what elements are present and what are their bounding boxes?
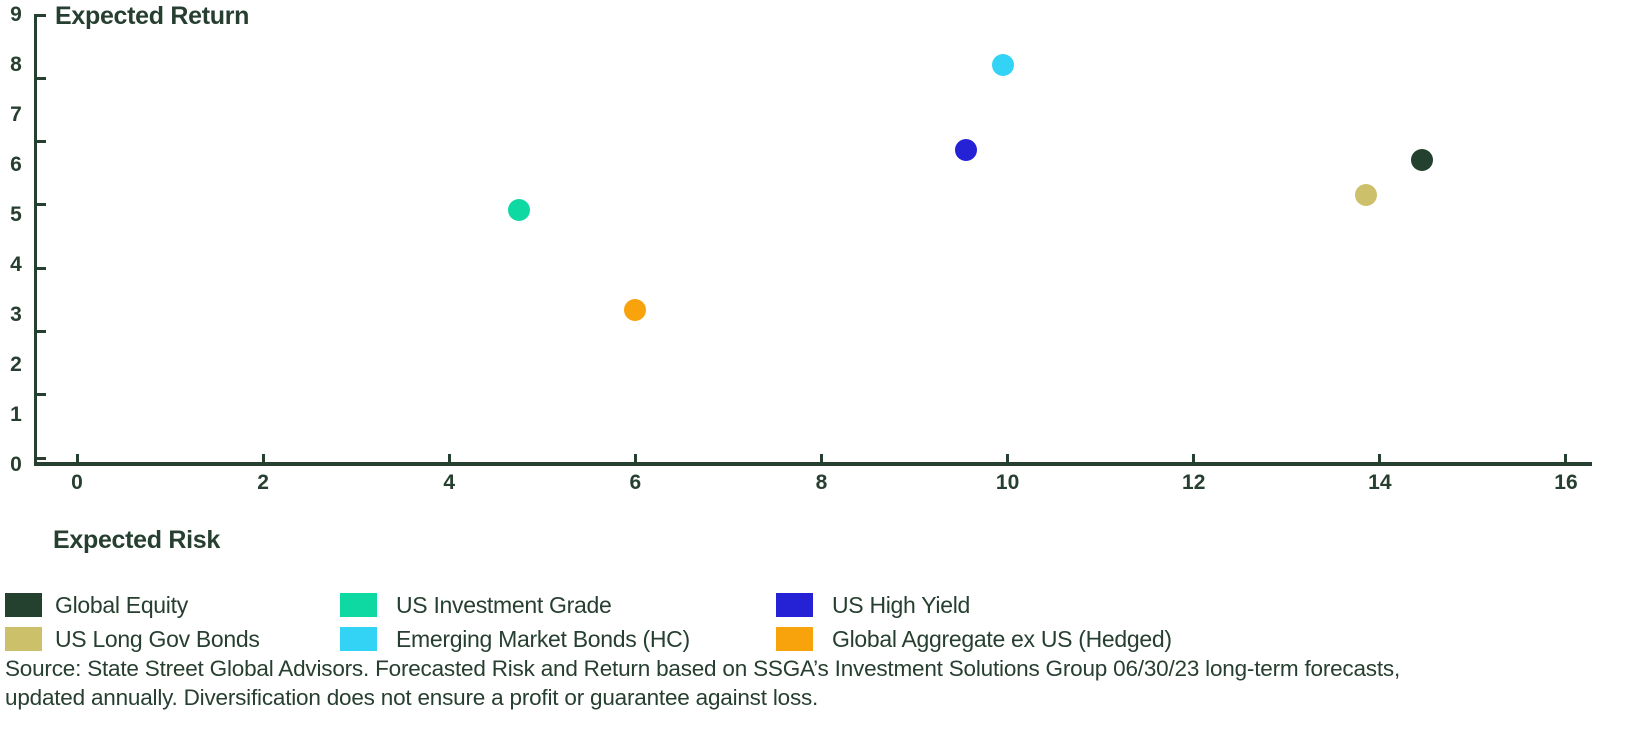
y-tick-label: 3 — [10, 302, 22, 326]
source-line-1: Source: State Street Global Advisors. Fo… — [5, 656, 1401, 681]
data-point-emerging-market-bonds-hc — [991, 53, 1014, 76]
y-axis-line — [34, 14, 37, 466]
source-note: Source: State Street Global Advisors. Fo… — [5, 654, 1565, 712]
x-tick-mark — [1378, 454, 1382, 462]
legend-label-us-investment-grade: US Investment Grade — [396, 592, 612, 618]
y-tick-mark — [37, 456, 46, 460]
y-tick-mark — [37, 203, 46, 207]
y-tick-mark — [37, 140, 46, 144]
x-axis-line — [34, 462, 1592, 466]
legend-label-us-high-yield: US High Yield — [832, 592, 971, 618]
y-tick-label: 0 — [10, 452, 22, 476]
legend-swatch-us-high-yield — [776, 593, 813, 617]
data-point-us-long-gov-bonds — [1354, 183, 1377, 206]
x-tick-label: 6 — [629, 471, 642, 494]
x-tick-label: 0 — [71, 471, 83, 494]
legend-swatch-emerging-market-bonds-hc — [340, 627, 377, 651]
y-tick-label: 1 — [10, 402, 22, 426]
x-tick-mark — [1192, 454, 1196, 462]
y-tick-label: 2 — [10, 352, 22, 376]
data-point-global-equity — [1410, 148, 1433, 171]
y-tick-label: 9 — [10, 2, 22, 26]
legend-swatch-us-long-gov-bonds — [5, 627, 42, 651]
y-tick-label: 8 — [10, 52, 22, 76]
y-axis-title: Expected Return — [55, 2, 250, 30]
legend-label-us-long-gov-bonds: US Long Gov Bonds — [55, 626, 260, 652]
legend-swatch-global-equity — [5, 593, 42, 617]
data-point-us-high-yield — [954, 138, 977, 161]
y-tick-mark — [37, 76, 46, 80]
legend-label-global-equity: Global Equity — [55, 592, 188, 618]
x-tick-mark — [261, 454, 265, 462]
x-tick-mark — [633, 454, 637, 462]
y-tick-label: 4 — [10, 252, 22, 276]
source-line-2: updated annually. Diversification does n… — [5, 685, 819, 710]
x-tick-label: 16 — [1554, 471, 1578, 494]
scatter-plot: Expected Return Expected Risk 0 2 4 6 8 10 12 1… — [10, 2, 1592, 554]
x-tick-label: 10 — [995, 471, 1020, 494]
x-axis-title: Expected Risk — [53, 526, 221, 554]
x-tick-mark — [1564, 454, 1568, 462]
y-tick-label: 6 — [10, 152, 22, 176]
data-point-global-aggregate-ex-us-hedged — [624, 298, 647, 321]
x-tick-label: 4 — [443, 471, 456, 494]
data-point-us-investment-grade — [508, 198, 531, 221]
x-tick-mark — [75, 454, 79, 462]
x-tick-label: 12 — [1182, 471, 1206, 494]
y-tick-label: 7 — [10, 102, 22, 126]
legend-swatch-global-aggregate-ex-us-hedged — [776, 627, 813, 651]
legend-label-emerging-market-bonds-hc: Emerging Market Bonds (HC) — [396, 626, 690, 652]
y-tick-mark — [37, 393, 46, 397]
x-tick-label: 14 — [1368, 471, 1392, 494]
x-tick-mark — [447, 454, 451, 462]
y-tick-mark — [37, 266, 46, 270]
legend: Global Equity US Investment Grade US High … — [0, 560, 1626, 655]
y-tick-mark — [37, 329, 46, 333]
legend-label-global-aggregate-ex-us-hedged: Global Aggregate ex US (Hedged) — [832, 626, 1172, 652]
y-tick-label: 5 — [10, 202, 22, 226]
x-tick-label: 8 — [815, 471, 828, 494]
x-tick-mark — [819, 454, 823, 462]
y-tick-mark — [37, 13, 46, 17]
x-tick-mark — [1006, 454, 1010, 462]
legend-swatch-us-investment-grade — [340, 593, 377, 617]
x-tick-label: 2 — [257, 471, 269, 494]
